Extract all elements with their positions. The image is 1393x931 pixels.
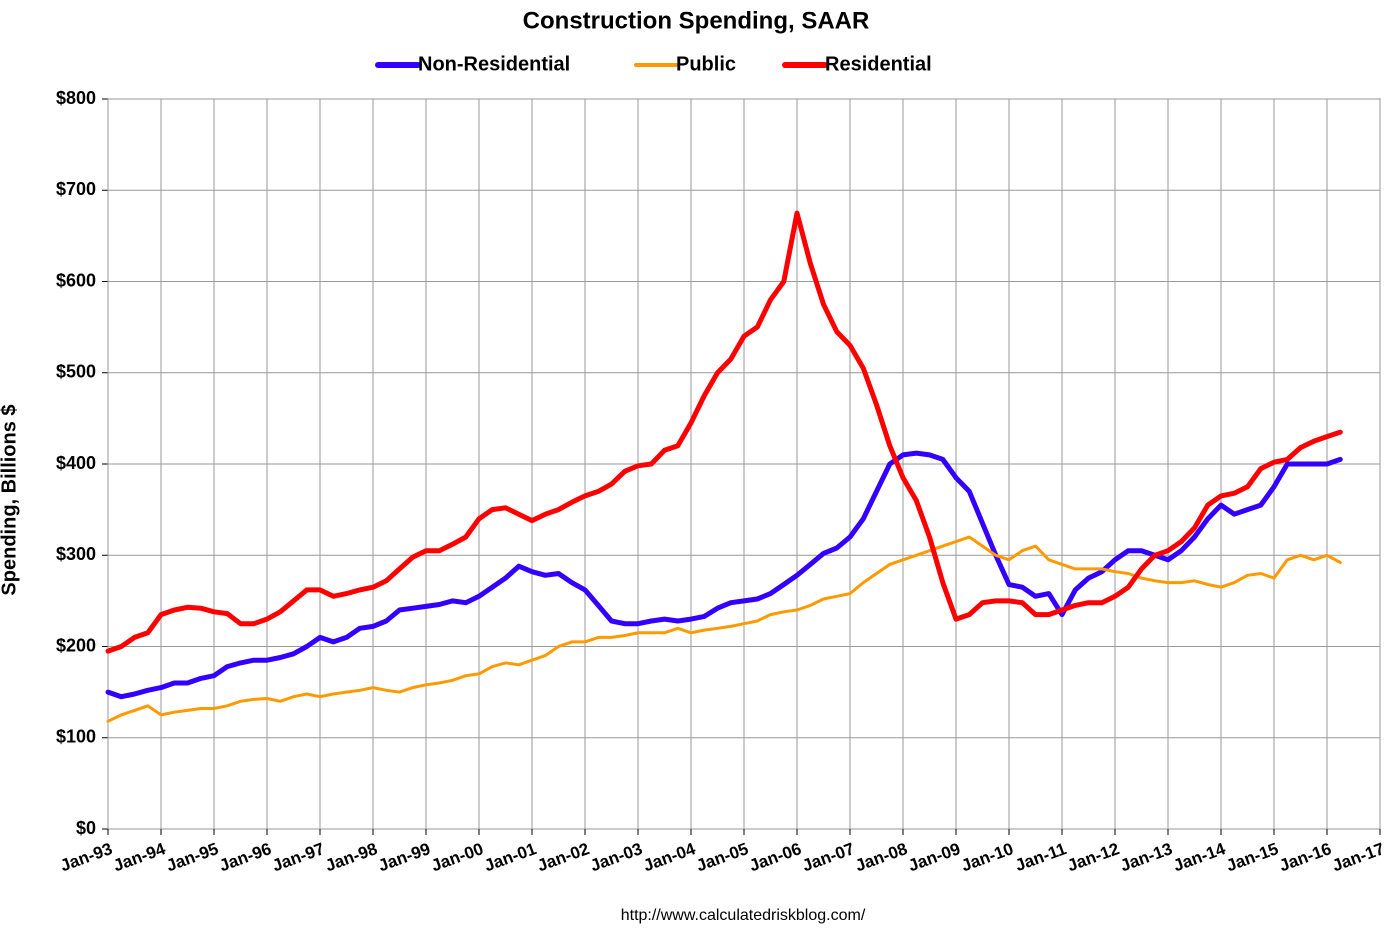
- x-tick-label: Jan-15: [1224, 839, 1281, 875]
- y-tick-label: $400: [56, 453, 96, 473]
- x-tick-label: Jan-02: [535, 839, 592, 875]
- x-tick-label: Jan-05: [694, 839, 751, 875]
- x-tick-label: Jan-07: [800, 839, 857, 875]
- y-tick-label: $300: [56, 544, 96, 564]
- x-tick-label: Jan-99: [376, 839, 433, 875]
- x-tick-label: Jan-10: [959, 839, 1016, 875]
- x-tick-label: Jan-08: [853, 839, 910, 875]
- x-tick-label: Jan-06: [747, 839, 804, 875]
- x-tick-label: Jan-12: [1065, 839, 1122, 875]
- x-tick-label: Jan-94: [111, 839, 169, 875]
- legend-label: Residential: [825, 53, 932, 75]
- y-tick-label: $700: [56, 179, 96, 199]
- chart-title: Construction Spending, SAAR: [523, 7, 870, 34]
- legend-label: Public: [676, 53, 736, 75]
- x-tick-label: Jan-00: [429, 839, 486, 875]
- x-tick-label: Jan-93: [58, 839, 115, 875]
- x-tick-label: Jan-98: [323, 839, 380, 875]
- x-tick-label: Jan-04: [641, 839, 699, 875]
- x-tick-label: Jan-95: [164, 839, 221, 875]
- source: http://www.calculatedriskblog.com/: [621, 907, 866, 924]
- x-tick-label: Jan-01: [482, 839, 539, 875]
- y-tick-label: $100: [56, 727, 96, 747]
- y-axis-label: Spending, Billions $: [0, 404, 20, 595]
- x-tick-label: Jan-96: [217, 839, 274, 875]
- legend-label: Non-Residential: [418, 53, 570, 75]
- series-line: [105, 210, 1343, 654]
- y-tick-label: $500: [56, 362, 96, 382]
- y-tick-label: $600: [56, 270, 96, 290]
- x-tick-label: Jan-09: [906, 839, 963, 875]
- series-line: [105, 450, 1343, 700]
- x-tick-label: Jan-13: [1118, 839, 1175, 875]
- x-tick-label: Jan-97: [270, 839, 327, 875]
- x-tick-label: Jan-14: [1171, 839, 1229, 875]
- x-tick-label: Jan-11: [1013, 839, 1069, 875]
- x-tick-label: Jan-17: [1330, 839, 1387, 875]
- x-tick-label: Jan-03: [588, 839, 645, 875]
- x-tick-label: Jan-16: [1277, 839, 1334, 875]
- y-tick-label: $0: [76, 818, 96, 838]
- y-tick-label: $200: [56, 635, 96, 655]
- y-tick-label: $800: [56, 88, 96, 108]
